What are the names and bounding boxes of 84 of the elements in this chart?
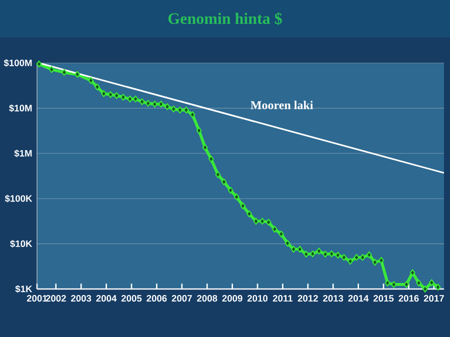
- point: [127, 96, 133, 102]
- point: [278, 230, 284, 238]
- point: [196, 127, 202, 134]
- point: [101, 90, 107, 98]
- x-tick-label: 2009: [222, 295, 242, 302]
- point: [88, 77, 94, 84]
- point: [74, 70, 80, 78]
- point: [284, 240, 290, 247]
- point: [120, 94, 126, 101]
- point: [384, 279, 390, 286]
- point: [335, 252, 341, 259]
- x-tick-label: 2003: [71, 295, 92, 302]
- y-tick-label: $1M: [14, 150, 32, 158]
- point: [253, 218, 259, 225]
- point: [303, 250, 309, 258]
- x-tick-label: 2005: [121, 295, 142, 302]
- chart-title: Genomin hinta $: [168, 12, 282, 26]
- x-tick-label: 2010: [247, 295, 268, 302]
- point: [132, 96, 138, 102]
- point: [354, 254, 360, 261]
- y-tick-label: $10K: [10, 240, 32, 248]
- point: [221, 178, 227, 186]
- y-tick-label: $1K: [15, 285, 32, 293]
- point: [36, 60, 42, 68]
- point: [234, 193, 240, 200]
- point: [139, 98, 145, 106]
- point: [94, 83, 100, 90]
- point: [422, 286, 428, 292]
- point: [372, 258, 378, 266]
- x-tick-label: 2015: [373, 295, 394, 302]
- point: [246, 210, 252, 218]
- point: [410, 269, 416, 276]
- point: [190, 111, 196, 118]
- point: [202, 144, 208, 151]
- y-tick-label: $100M: [4, 59, 32, 67]
- point: [208, 156, 214, 163]
- point: [158, 100, 164, 108]
- x-tick-label: 2001: [26, 295, 48, 302]
- point: [341, 254, 347, 261]
- point: [183, 106, 189, 114]
- point: [228, 186, 234, 194]
- x-tick-label: 2007: [172, 295, 192, 302]
- x-tick-label: 2011: [272, 295, 293, 302]
- x-tick-label: 2008: [197, 295, 218, 302]
- point: [114, 92, 120, 100]
- point: [170, 106, 176, 112]
- x-tick-label: 2006: [146, 295, 167, 302]
- point: [435, 284, 441, 291]
- y-tick-label: $10M: [9, 104, 32, 112]
- point: [378, 256, 384, 264]
- y-tick-label: $100K: [4, 194, 32, 202]
- point: [328, 250, 334, 258]
- point: [297, 246, 303, 253]
- point: [428, 279, 434, 286]
- point: [260, 218, 266, 225]
- x-tick-label: 2014: [348, 295, 369, 302]
- point: [152, 100, 158, 108]
- x-tick-label: 2016: [398, 295, 419, 302]
- point: [416, 279, 422, 286]
- point: [348, 258, 353, 265]
- point: [272, 226, 278, 233]
- point: [61, 68, 67, 76]
- point: [290, 246, 296, 253]
- point: [266, 218, 272, 226]
- point: [310, 250, 316, 258]
- point: [404, 280, 410, 288]
- point: [316, 248, 322, 255]
- x-tick-label: 2013: [323, 295, 344, 302]
- point: [177, 106, 183, 114]
- point: [215, 171, 221, 178]
- x-tick-label: 2004: [96, 295, 117, 302]
- series-label: Mooren laki: [250, 100, 314, 110]
- point: [360, 254, 366, 261]
- point: [164, 103, 170, 110]
- point: [366, 251, 372, 258]
- point: [145, 100, 151, 107]
- point: [322, 250, 328, 258]
- point: [240, 202, 246, 210]
- point: [391, 280, 397, 288]
- x-tick-label: 2012: [298, 295, 318, 302]
- point: [48, 66, 54, 73]
- x-tick-label: 2002: [46, 295, 66, 302]
- x-tick-label: 2017: [424, 295, 444, 302]
- point: [108, 91, 114, 98]
